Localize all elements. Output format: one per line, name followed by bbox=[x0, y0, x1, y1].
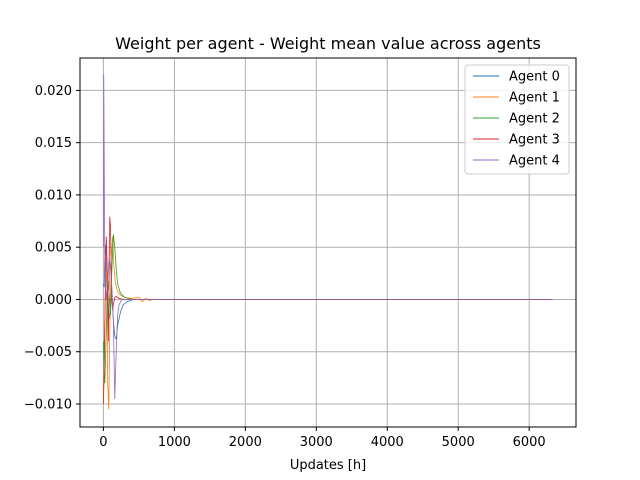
y-axis-ticks: −0.010 −0.005 0.000 0.005 0.010 0.015 0.020 bbox=[24, 84, 80, 413]
legend-label-agent-3: Agent 3 bbox=[509, 133, 560, 148]
x-tick-label: 6000 bbox=[513, 435, 546, 450]
x-tick-label: 5000 bbox=[442, 435, 475, 450]
x-tick-label: 4000 bbox=[371, 435, 404, 450]
series-lines bbox=[103, 74, 553, 410]
y-tick-label: 0.005 bbox=[35, 241, 72, 256]
plot-frame bbox=[79, 57, 577, 428]
y-tick-label: 0.010 bbox=[35, 188, 72, 203]
legend-label-agent-4: Agent 4 bbox=[509, 154, 560, 169]
y-tick-label: 0.000 bbox=[35, 293, 72, 308]
legend-box bbox=[464, 64, 570, 175]
legend-label-agent-1: Agent 1 bbox=[509, 91, 560, 106]
y-tick-label: −0.010 bbox=[24, 398, 72, 413]
chart-title: Weight per agent - Weight mean value acr… bbox=[115, 34, 541, 53]
x-tick-label: 2000 bbox=[229, 435, 262, 450]
series-line-agent-1 bbox=[103, 236, 553, 410]
x-tick-label: 0 bbox=[99, 435, 107, 450]
x-tick-label: 1000 bbox=[158, 435, 191, 450]
y-tick-label: 0.020 bbox=[35, 84, 72, 99]
grid-lines bbox=[80, 58, 576, 427]
x-tick-label: 3000 bbox=[300, 435, 333, 450]
y-tick-label: 0.015 bbox=[35, 136, 72, 151]
legend-items: Agent 0 Agent 1 Agent 2 Agent 3 Agent 4 bbox=[473, 70, 560, 169]
legend: Agent 0 Agent 1 Agent 2 Agent 3 Agent 4 bbox=[464, 64, 570, 175]
legend-label-agent-0: Agent 0 bbox=[509, 70, 560, 85]
x-axis-ticks: 0 1000 2000 3000 4000 5000 6000 bbox=[99, 427, 546, 450]
y-tick-label: −0.005 bbox=[24, 345, 72, 360]
series-line-agent-4 bbox=[103, 74, 553, 400]
x-axis-label: Updates [h] bbox=[290, 458, 366, 473]
legend-label-agent-2: Agent 2 bbox=[509, 112, 560, 127]
